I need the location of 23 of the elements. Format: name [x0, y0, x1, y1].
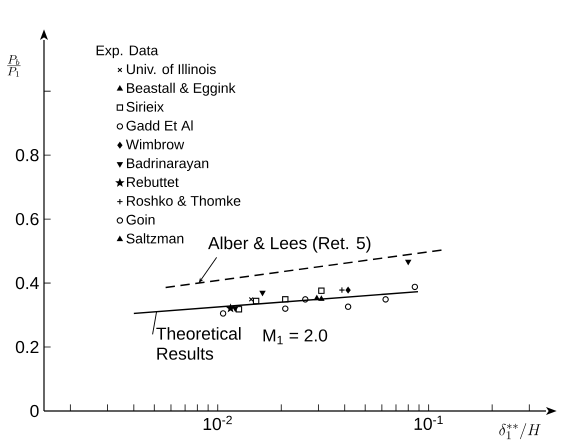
- y-axis-title: $\frac{P_b}{P_1}$: [7, 55, 21, 77]
- legend-label: Saltzman: [126, 233, 184, 244]
- legend-label: Goin: [126, 214, 155, 225]
- legend-label: Roshko & Thomke: [126, 196, 240, 206]
- x-tick-label: 10$^{-2}$: [204, 416, 232, 430]
- y-tick-label: 0.4: [16, 276, 39, 290]
- series-label: Theoretical Results: [156, 327, 241, 360]
- legend-label: Sirieix: [126, 102, 164, 112]
- x-tick-label: 10$^{-1}$: [414, 416, 443, 430]
- legend-title: Exp. Data: [96, 46, 158, 58]
- legend-label: Badrinarayan: [126, 158, 208, 171]
- legend-label: Beastall & Eggink: [126, 82, 236, 96]
- y-tick-label: 0: [30, 404, 39, 418]
- annotation: M$_{1}$ = 2.0: [264, 329, 328, 344]
- legend-label: Wimbrow: [126, 139, 184, 150]
- x-axis-title: $\delta_1^{**}/H$: [499, 423, 541, 440]
- y-tick-label: 0.6: [16, 212, 39, 226]
- series-label: Alber & Lees (Ret. 5): [208, 236, 370, 253]
- y-tick-label: 0.8: [16, 148, 39, 162]
- legend-label: Gadd Et Al: [126, 120, 193, 131]
- y-tick-label: 0.2: [16, 340, 38, 354]
- legend-label: Univ. of Illinois: [126, 64, 216, 74]
- legend-label: Rebuttet: [126, 176, 179, 188]
